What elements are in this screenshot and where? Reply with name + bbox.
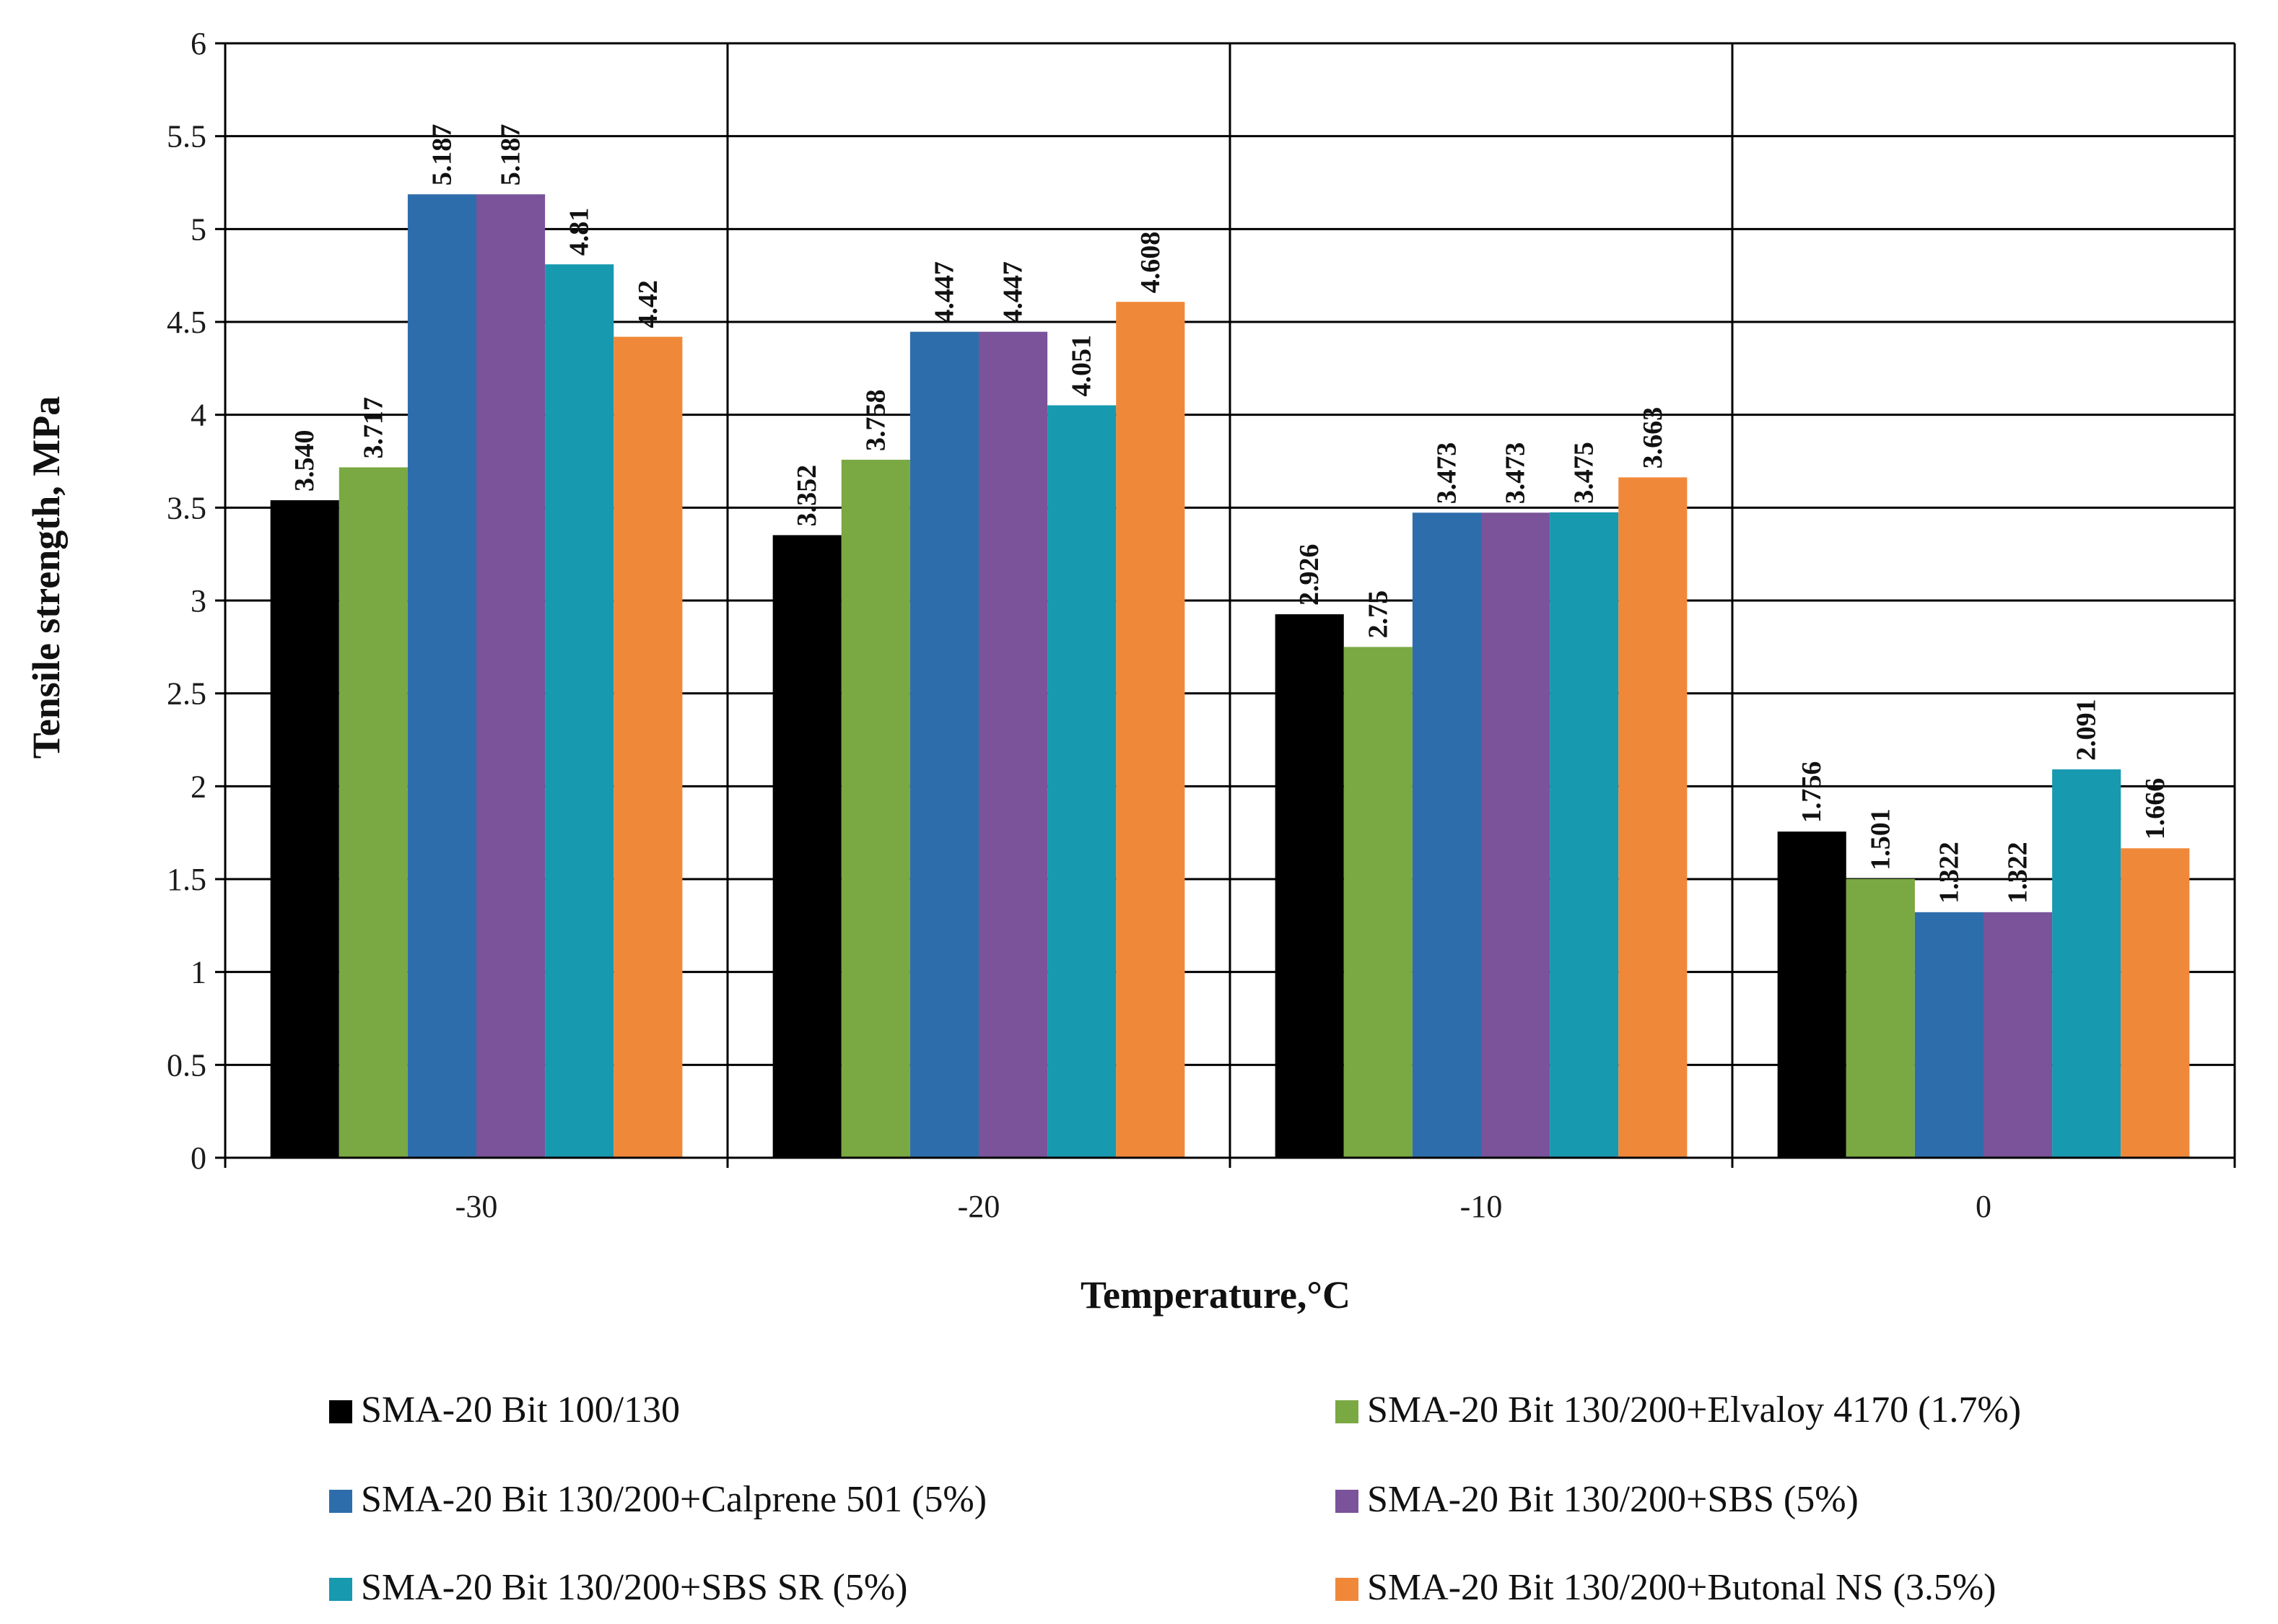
legend-swatch: [1335, 1578, 1358, 1601]
data-label: 1.666: [2140, 778, 2170, 840]
y-tick-label: 6: [191, 26, 206, 61]
bar: [476, 194, 546, 1158]
x-tick-label: -20: [958, 1189, 1000, 1224]
x-tick-label: 0: [1976, 1189, 1991, 1224]
bar: [1777, 831, 1846, 1158]
bar: [909, 331, 979, 1158]
data-label: 1.322: [2003, 842, 2033, 904]
legend-entry-label: SMA-20 Bit 130/200+Calprene 501 (5%): [361, 1479, 987, 1520]
bar: [1047, 405, 1117, 1158]
bar: [339, 467, 408, 1158]
y-tick-label: 5.5: [167, 119, 206, 154]
legend-swatch: [329, 1578, 352, 1601]
data-label: 4.608: [1135, 232, 1166, 294]
bar: [1481, 512, 1550, 1158]
data-label: 2.926: [1294, 544, 1325, 606]
legend-swatch: [329, 1400, 352, 1423]
data-label: 3.352: [792, 465, 822, 527]
data-label: 3.540: [289, 430, 320, 492]
bar: [1412, 512, 1481, 1158]
bar: [1618, 477, 1688, 1158]
y-tick-label: 4: [191, 398, 206, 433]
y-tick-label: 1.5: [167, 862, 206, 897]
y-tick-label: 3.5: [167, 490, 206, 525]
data-label: 1.322: [1934, 842, 1964, 904]
bars-layer: [270, 194, 2190, 1158]
legend-entry-label: SMA-20 Bit 130/200+SBS (5%): [1367, 1479, 1859, 1520]
bar: [1914, 912, 1984, 1158]
data-label: 4.42: [633, 280, 663, 328]
x-axis-title: Temperature,°C: [1081, 1273, 1350, 1317]
bar: [270, 500, 339, 1158]
data-label: 3.758: [860, 389, 891, 451]
data-label: 3.473: [1501, 442, 1531, 505]
data-label: 4.051: [1067, 335, 1097, 397]
data-labels-layer: 3.540 3.717 5.187 5.187 4.81 4.42 3.352 3.758 4.…: [289, 124, 2170, 904]
y-tick-label: 3: [191, 583, 206, 619]
data-label: 4.81: [564, 208, 595, 256]
bar: [407, 194, 476, 1158]
data-label: 2.091: [2072, 699, 2102, 761]
data-label: 4.447: [998, 261, 1029, 323]
bar: [1550, 512, 1619, 1158]
bar: [1984, 912, 2053, 1158]
data-label: 2.75: [1363, 590, 1393, 639]
y-axis-title: Tensile strength, MPa: [25, 396, 68, 759]
bar: [1343, 647, 1413, 1158]
data-label: 3.663: [1638, 407, 1668, 469]
y-tick-label: 0.5: [167, 1047, 206, 1083]
legend-entry-label: SMA-20 Bit 130/200+Butonal NS (3.5%): [1367, 1567, 1996, 1608]
data-label: 3.717: [358, 397, 388, 459]
x-tick-label: -30: [455, 1189, 498, 1224]
legend-swatch: [329, 1490, 352, 1513]
bar: [545, 264, 614, 1158]
bar: [772, 535, 842, 1158]
legend-entry-label: SMA-20 Bit 130/200+Elvaloy 4170 (1.7%): [1367, 1389, 2021, 1431]
data-label: 1.501: [1865, 808, 1895, 870]
data-label: 4.447: [929, 261, 959, 323]
legend-entry-label: SMA-20 Bit 130/200+SBS SR (5%): [361, 1567, 907, 1608]
bar: [1846, 878, 1915, 1158]
bar: [979, 331, 1048, 1158]
bar: [614, 336, 683, 1158]
y-tick-label: 2: [191, 769, 206, 804]
bar: [2121, 848, 2190, 1158]
data-label: 3.475: [1569, 442, 1600, 504]
x-tick-label: -10: [1460, 1189, 1503, 1224]
bar: [1116, 302, 1185, 1158]
y-tick-label: 4.5: [167, 305, 206, 340]
data-label: 5.187: [427, 124, 457, 186]
data-label: 3.473: [1431, 442, 1462, 505]
bar: [841, 459, 910, 1158]
legend-entry-label: SMA-20 Bit 100/130: [361, 1389, 680, 1431]
legend-swatch: [1335, 1490, 1358, 1513]
y-tick-label: 0: [191, 1140, 206, 1176]
y-tick-label: 5: [191, 211, 206, 247]
axes-layer: 0 0.5 1 1.5 2 2.5 3 3.5 4 4.5 5 5.5 6 -30 -20 -10 0: [167, 26, 2236, 1224]
y-tick-label: 1: [191, 955, 206, 990]
y-tick-label: 2.5: [167, 676, 206, 712]
bar: [1275, 614, 1344, 1158]
data-label: 5.187: [496, 124, 526, 186]
data-label: 1.756: [1797, 761, 1827, 824]
bar: [2052, 769, 2121, 1158]
legend: SMA-20 Bit 100/130 SMA-20 Bit 130/200+Elv…: [329, 1389, 2021, 1608]
legend-swatch: [1335, 1400, 1358, 1423]
